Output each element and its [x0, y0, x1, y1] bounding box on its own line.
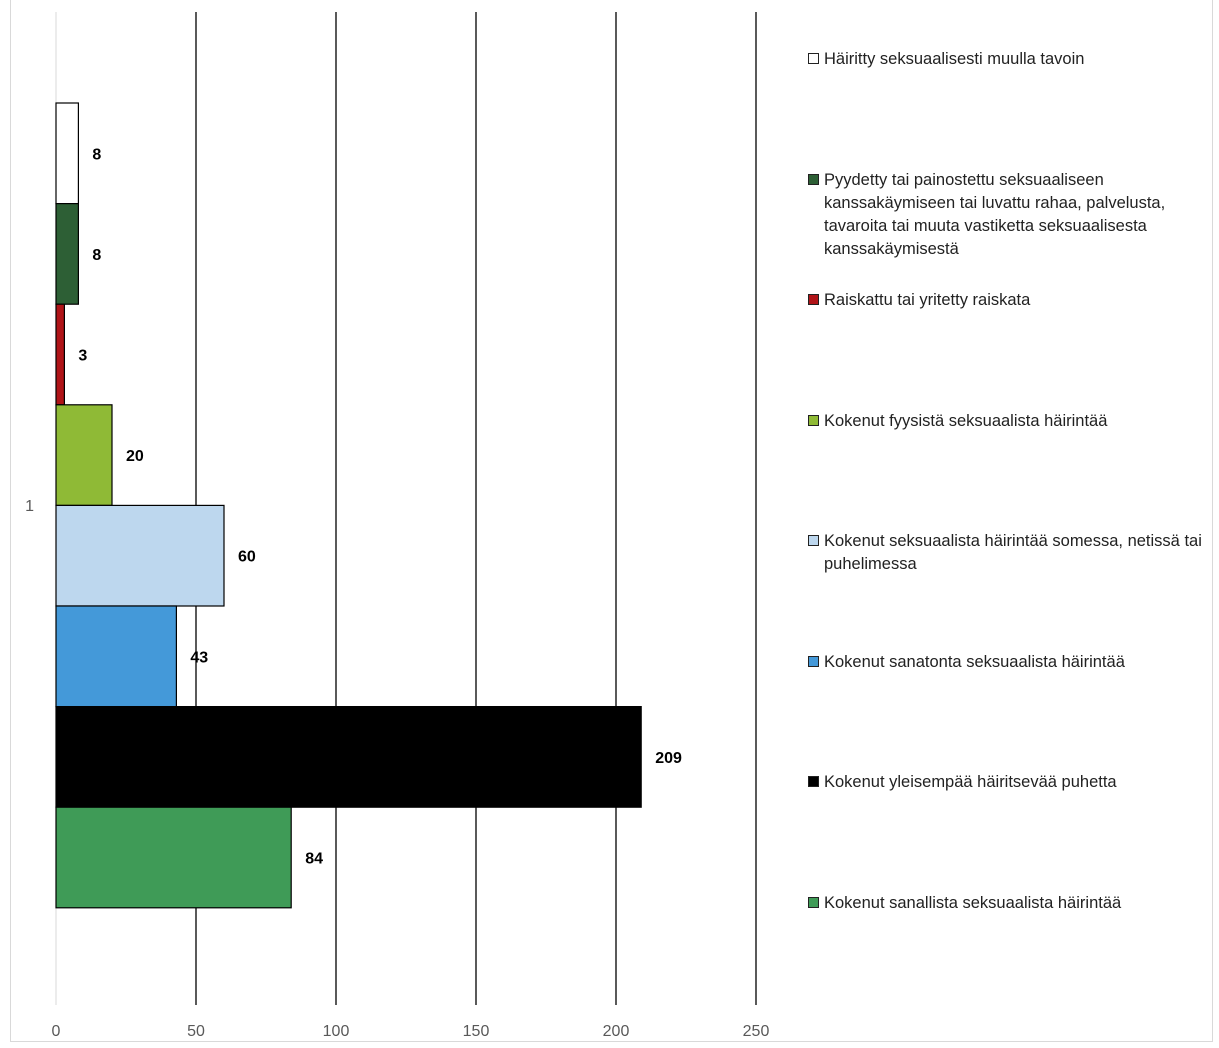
x-tick-label-250: 250 — [743, 1023, 770, 1040]
bar-1 — [55, 102, 79, 205]
bar-4 — [55, 404, 113, 506]
legend-swatch — [808, 897, 819, 908]
legend-item-2: Pyydetty tai painostettu seksuaaliseen k… — [808, 169, 1204, 261]
legend-swatch — [808, 53, 819, 64]
bar-8 — [55, 806, 292, 909]
bar-2 — [55, 203, 79, 305]
data-label-2: 8 — [92, 247, 101, 264]
data-label-4: 20 — [126, 448, 144, 465]
legend-swatch — [808, 294, 819, 305]
bar-3 — [55, 303, 65, 406]
legend-item-6: Kokenut sanatonta seksuaalista häirintää — [808, 651, 1204, 674]
data-label-7: 209 — [655, 750, 682, 767]
legend-swatch — [808, 174, 819, 185]
x-tick-label-0: 0 — [52, 1023, 61, 1040]
legend-swatch — [808, 535, 819, 546]
legend-label: Kokenut sanatonta seksuaalista häirintää — [824, 653, 1125, 671]
data-label-8: 84 — [305, 851, 323, 868]
x-tick-label-200: 200 — [603, 1023, 630, 1040]
legend-label: Raiskattu tai yritetty raiskata — [824, 291, 1031, 309]
x-tick-label-100: 100 — [323, 1023, 350, 1040]
legend-swatch — [808, 776, 819, 787]
category-label: 1 — [25, 498, 34, 515]
x-tick-label-50: 50 — [187, 1023, 205, 1040]
legend-item-3: Raiskattu tai yritetty raiskata — [808, 289, 1204, 312]
legend-label: Kokenut seksuaalista häirintää somessa, … — [824, 532, 1202, 573]
legend-label: Häiritty seksuaalisesti muulla tavoin — [824, 50, 1085, 68]
legend-item-8: Kokenut sanallista seksuaalista häirintä… — [808, 892, 1204, 915]
legend-label: Kokenut fyysistä seksuaalista häirintää — [824, 412, 1108, 430]
legend-item-7: Kokenut yleisempää häiritsevää puhetta — [808, 771, 1204, 794]
bar-7 — [55, 705, 642, 808]
data-label-3: 3 — [78, 348, 87, 365]
data-label-1: 8 — [92, 146, 101, 163]
legend-label: Kokenut yleisempää häiritsevää puhetta — [824, 773, 1117, 791]
legend-label: Pyydetty tai painostettu seksuaaliseen k… — [824, 171, 1166, 258]
bar-6 — [55, 605, 178, 708]
bar-5 — [55, 504, 225, 607]
legend-item-5: Kokenut seksuaalista häirintää somessa, … — [808, 530, 1204, 576]
data-label-6: 43 — [190, 649, 208, 666]
data-label-5: 60 — [238, 549, 256, 566]
legend-item-4: Kokenut fyysistä seksuaalista häirintää — [808, 410, 1204, 433]
legend-label: Kokenut sanallista seksuaalista häirintä… — [824, 894, 1122, 912]
legend-swatch — [808, 656, 819, 667]
legend-swatch — [808, 415, 819, 426]
legend-item-1: Häiritty seksuaalisesti muulla tavoin — [808, 48, 1204, 71]
x-tick-label-150: 150 — [463, 1023, 490, 1040]
